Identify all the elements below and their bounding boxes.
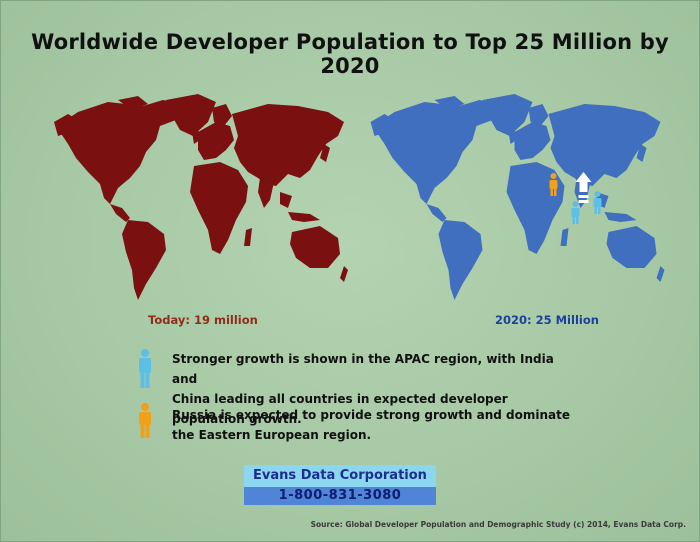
page-title: Worldwide Developer Population to Top 25… xyxy=(31,30,669,78)
person-orange-icon xyxy=(139,403,151,438)
apac-note-line2: China leading all countries in expected … xyxy=(172,392,508,426)
person-orange-icon xyxy=(549,173,558,196)
future-caption: 2020: 25 Million xyxy=(495,313,599,327)
russia-note-line1: Russia is expected to provide strong gro… xyxy=(172,408,571,422)
company-name: Evans Data Corporation xyxy=(244,465,436,487)
apac-note: Stronger growth is shown in the APAC reg… xyxy=(172,349,572,429)
source-footnote: Source: Global Developer Population and … xyxy=(310,520,686,529)
company-phone: 1-800-831-3080 xyxy=(244,487,436,505)
today-caption: Today: 19 million xyxy=(148,313,258,327)
person-blue-icon xyxy=(593,191,602,214)
up-arrow-icon xyxy=(575,172,592,203)
world-map-2020 xyxy=(370,94,665,300)
person-blue-icon xyxy=(139,349,151,388)
russia-note-line2: the Eastern European region. xyxy=(172,428,372,442)
world-map-today xyxy=(54,94,348,300)
apac-note-line1: Stronger growth is shown in the APAC reg… xyxy=(172,352,554,386)
russia-note: Russia is expected to provide strong gro… xyxy=(172,405,572,445)
person-blue-icon xyxy=(571,201,580,224)
company-contact-box: Evans Data Corporation 1-800-831-3080 xyxy=(244,465,436,505)
